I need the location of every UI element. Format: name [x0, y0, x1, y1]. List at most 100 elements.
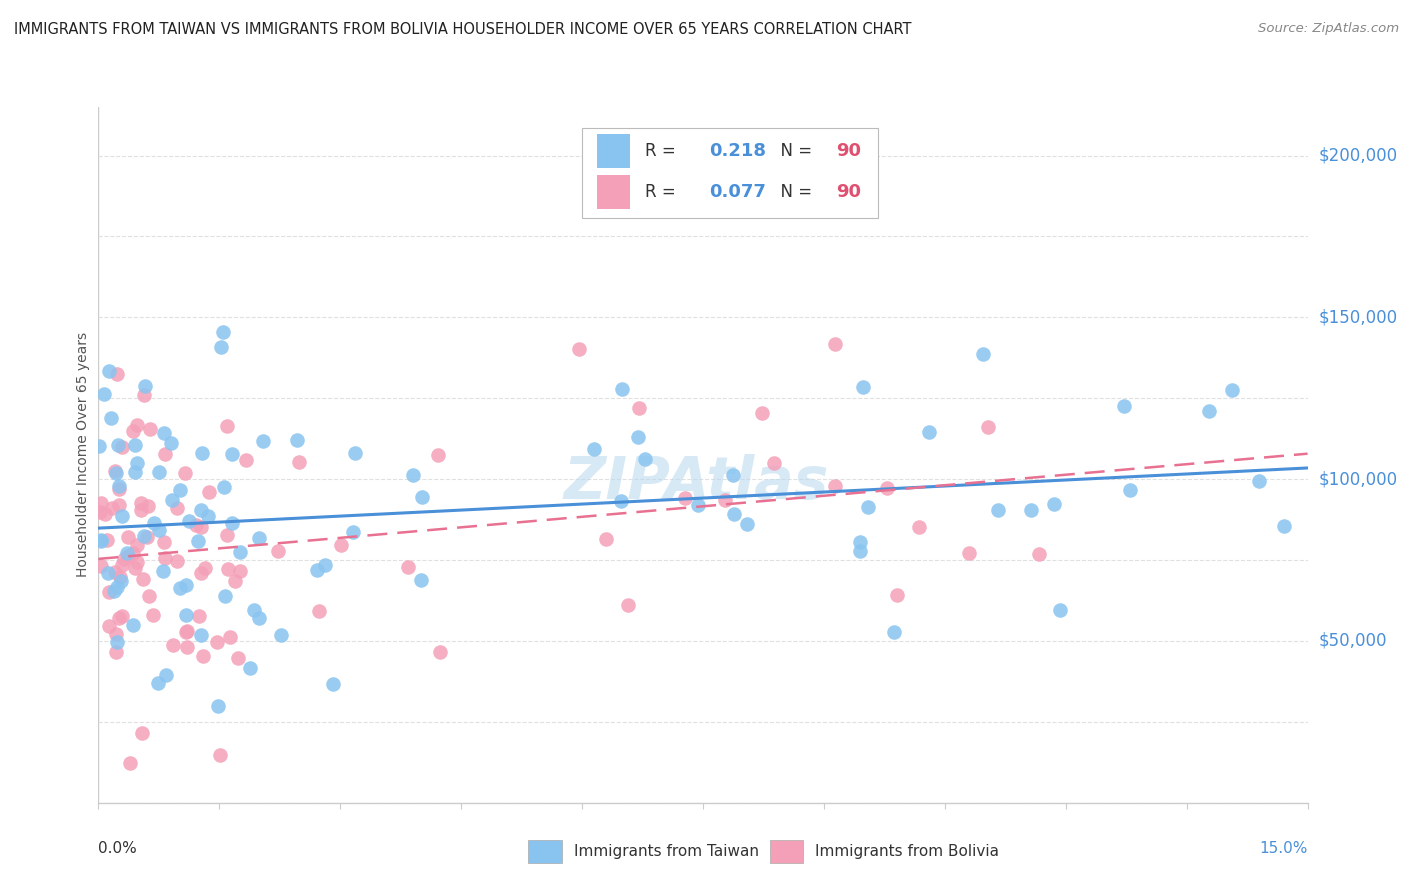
Point	[162, 638, 184, 652]
Point	[124, 560, 146, 574]
Point	[131, 496, 153, 510]
Point	[98, 364, 121, 378]
Point	[322, 676, 344, 690]
Point	[90, 496, 112, 510]
Point	[221, 447, 243, 461]
Point	[721, 467, 744, 482]
Point	[104, 463, 127, 477]
Point	[121, 425, 143, 439]
Point	[174, 577, 197, 591]
Point	[138, 590, 160, 604]
Text: IMMIGRANTS FROM TAIWAN VS IMMIGRANTS FROM BOLIVIA HOUSEHOLDER INCOME OVER 65 YEA: IMMIGRANTS FROM TAIWAN VS IMMIGRANTS FRO…	[14, 22, 911, 37]
Point	[876, 482, 898, 496]
Bar	[596, 175, 630, 209]
Point	[153, 447, 176, 461]
Point	[411, 573, 433, 587]
Point	[1112, 399, 1135, 413]
Point	[111, 558, 134, 572]
Point	[146, 675, 169, 690]
Point	[229, 545, 252, 559]
Point	[97, 619, 120, 633]
Point	[209, 340, 232, 354]
Bar	[769, 840, 803, 863]
Point	[329, 538, 352, 552]
FancyBboxPatch shape	[582, 128, 879, 219]
Point	[125, 456, 148, 470]
Point	[411, 490, 433, 504]
Point	[120, 756, 142, 770]
Point	[190, 446, 212, 460]
Point	[751, 406, 773, 420]
Point	[735, 516, 758, 531]
Point	[148, 524, 170, 538]
Point	[155, 667, 177, 681]
Point	[247, 531, 270, 545]
Point	[1049, 602, 1071, 616]
Point	[252, 434, 274, 449]
Point	[110, 574, 132, 589]
Point	[209, 748, 232, 763]
Point	[634, 452, 657, 467]
Point	[124, 438, 146, 452]
Point	[97, 566, 120, 581]
Point	[117, 546, 139, 560]
Point	[856, 500, 879, 514]
Bar	[596, 134, 630, 168]
Text: Immigrants from Taiwan: Immigrants from Taiwan	[574, 844, 759, 859]
Point	[176, 640, 198, 654]
Text: N =: N =	[769, 142, 817, 160]
Text: 0.077: 0.077	[709, 183, 766, 201]
Point	[197, 508, 219, 523]
Point	[169, 483, 191, 497]
Point	[190, 628, 212, 642]
Point	[131, 503, 153, 517]
Point	[288, 455, 311, 469]
Point	[179, 514, 201, 528]
Point	[228, 564, 250, 578]
Text: 0.0%: 0.0%	[98, 841, 138, 856]
Point	[224, 574, 246, 588]
Point	[852, 380, 875, 394]
Point	[176, 624, 198, 639]
Point	[104, 627, 127, 641]
Point	[247, 611, 270, 625]
Point	[849, 544, 872, 558]
Point	[160, 493, 183, 508]
Text: 90: 90	[837, 183, 860, 201]
Point	[122, 545, 145, 559]
Point	[174, 607, 197, 622]
Point	[138, 499, 160, 513]
Point	[723, 507, 745, 521]
Point	[125, 538, 148, 552]
Point	[824, 337, 846, 351]
Point	[153, 550, 176, 565]
Point	[1019, 503, 1042, 517]
Text: $150,000: $150,000	[1319, 309, 1398, 326]
Point	[90, 533, 112, 548]
Y-axis label: Householder Income Over 65 years: Householder Income Over 65 years	[76, 333, 90, 577]
Point	[107, 482, 129, 496]
Point	[107, 478, 129, 492]
Point	[673, 491, 696, 505]
Point	[886, 588, 908, 602]
Point	[1028, 547, 1050, 561]
Point	[214, 589, 236, 603]
Point	[169, 581, 191, 595]
Point	[267, 544, 290, 558]
Point	[762, 456, 785, 470]
Point	[211, 325, 233, 339]
Point	[186, 517, 208, 532]
Point	[93, 508, 115, 522]
Point	[190, 566, 212, 581]
Point	[174, 625, 197, 640]
Point	[977, 420, 1000, 434]
Point	[108, 499, 131, 513]
Point	[90, 533, 112, 548]
Point	[103, 584, 125, 599]
Point	[198, 485, 221, 500]
Point	[627, 430, 650, 444]
Point	[127, 418, 149, 433]
Point	[153, 426, 176, 441]
Point	[568, 343, 591, 357]
Point	[221, 516, 243, 530]
